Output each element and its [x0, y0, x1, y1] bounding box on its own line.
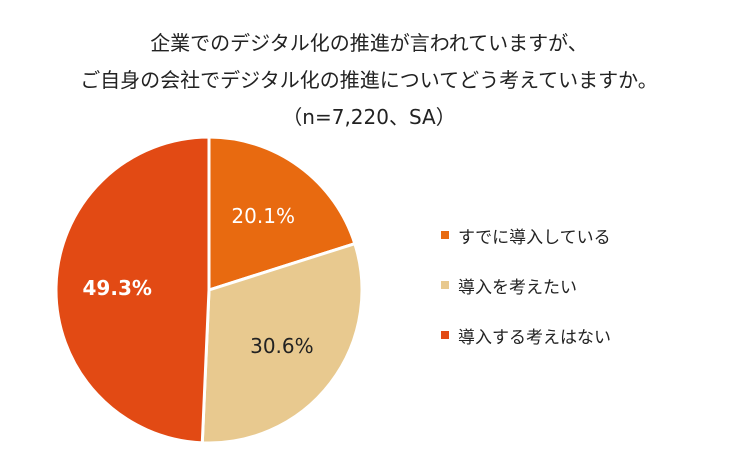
- pie-slice-label: 49.3%: [83, 276, 152, 300]
- chart-subtitle: （n=7,220、SA）: [282, 105, 456, 129]
- legend-swatch: [441, 331, 449, 339]
- legend: すでに導入している 導入を考えたい 導入する考えはない: [441, 221, 611, 371]
- legend-label: 導入する考えはない: [458, 327, 611, 348]
- legend-swatch: [441, 281, 449, 289]
- pie-slice: [207, 135, 357, 292]
- legend-label: 導入を考えたい: [458, 277, 577, 298]
- legend-label: すでに導入している: [458, 227, 611, 248]
- pie-slice-label: 20.1%: [231, 204, 295, 228]
- pie-slice-label: 30.6%: [250, 334, 314, 358]
- chart-title-line-2: ご自身の会社でデジタル化の推進についてどう考えていますか。: [80, 68, 658, 92]
- legend-item: 導入を考えたい: [441, 271, 611, 299]
- pie-slice: [54, 135, 211, 445]
- chart-title-line-1: 企業でのデジタル化の推進が言われていますが、: [150, 31, 588, 55]
- legend-item: すでに導入している: [441, 221, 611, 249]
- legend-item: 導入する考えはない: [441, 321, 611, 349]
- pie-slice: [200, 242, 364, 445]
- legend-swatch: [441, 231, 449, 239]
